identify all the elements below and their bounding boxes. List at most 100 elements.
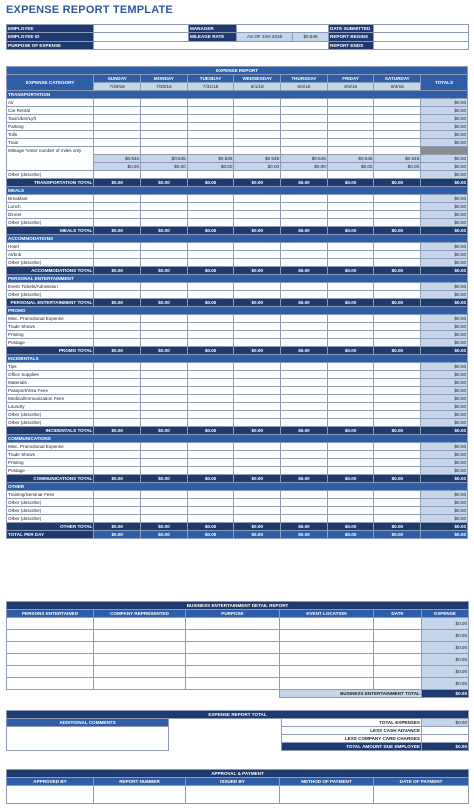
- expense-input-cell[interactable]: [186, 466, 235, 475]
- expense-input-cell[interactable]: [93, 506, 142, 515]
- expense-input-cell[interactable]: [186, 402, 235, 411]
- expense-input-cell[interactable]: [186, 130, 235, 139]
- expense-input-cell[interactable]: [373, 514, 422, 523]
- expense-input-cell[interactable]: [140, 402, 188, 411]
- expense-input-cell[interactable]: [186, 250, 235, 259]
- expense-input-cell[interactable]: [93, 98, 142, 107]
- expense-input-cell[interactable]: [373, 506, 422, 515]
- expense-input-cell[interactable]: [233, 370, 282, 379]
- expense-input-cell[interactable]: [233, 418, 282, 427]
- expense-input-cell[interactable]: [186, 138, 235, 147]
- date-submitted-field[interactable]: [373, 23, 469, 34]
- expense-input-cell[interactable]: [140, 146, 188, 155]
- expense-input-cell[interactable]: [233, 490, 282, 499]
- expense-input-cell[interactable]: [93, 106, 142, 115]
- expense-input-cell[interactable]: [93, 330, 142, 339]
- expense-input-cell[interactable]: [326, 290, 375, 299]
- expense-input-cell[interactable]: [140, 218, 188, 227]
- expense-input-cell[interactable]: [140, 242, 188, 251]
- expense-input-cell[interactable]: [140, 122, 188, 131]
- expense-input-cell[interactable]: [93, 490, 142, 499]
- expense-input-cell[interactable]: [373, 218, 422, 227]
- expense-input-cell[interactable]: [280, 386, 328, 395]
- expense-input-cell[interactable]: [326, 122, 375, 131]
- expense-input-cell[interactable]: [233, 450, 282, 459]
- entertainment-input-cell[interactable]: [185, 653, 280, 666]
- expense-input-cell[interactable]: [93, 258, 142, 267]
- expense-input-cell[interactable]: [326, 138, 375, 147]
- expense-input-cell[interactable]: [140, 338, 188, 347]
- expense-input-cell[interactable]: [140, 210, 188, 219]
- expense-input-cell[interactable]: [186, 114, 235, 123]
- entertainment-input-cell[interactable]: [93, 677, 186, 690]
- expense-input-cell[interactable]: [186, 338, 235, 347]
- expense-input-cell[interactable]: [93, 418, 142, 427]
- expense-input-cell[interactable]: [140, 138, 188, 147]
- expense-input-cell[interactable]: [373, 410, 422, 419]
- expense-input-cell[interactable]: [373, 330, 422, 339]
- date-cell[interactable]: 8/4/18: [373, 82, 422, 91]
- expense-input-cell[interactable]: [140, 458, 188, 467]
- expense-input-cell[interactable]: [373, 314, 422, 323]
- expense-input-cell[interactable]: [93, 514, 142, 523]
- expense-input-cell[interactable]: [186, 442, 235, 451]
- expense-input-cell[interactable]: [233, 322, 282, 331]
- expense-input-cell[interactable]: [373, 450, 422, 459]
- entertainment-input-cell[interactable]: [6, 641, 94, 654]
- expense-input-cell[interactable]: [373, 338, 422, 347]
- expense-input-cell[interactable]: [326, 442, 375, 451]
- expense-input-cell[interactable]: [93, 370, 142, 379]
- date-cell[interactable]: 7/30/18: [140, 82, 188, 91]
- expense-input-cell[interactable]: [140, 362, 188, 371]
- expense-input-cell[interactable]: [326, 146, 375, 155]
- expense-input-cell[interactable]: [373, 202, 422, 211]
- expense-input-cell[interactable]: [140, 506, 188, 515]
- entertainment-input-cell[interactable]: [185, 665, 280, 678]
- entertainment-input-cell[interactable]: [93, 641, 186, 654]
- entertainment-input-cell[interactable]: [373, 665, 422, 678]
- expense-input-cell[interactable]: [186, 490, 235, 499]
- expense-input-cell[interactable]: [326, 330, 375, 339]
- expense-input-cell[interactable]: [233, 170, 282, 179]
- expense-input-cell[interactable]: [186, 170, 235, 179]
- expense-input-cell[interactable]: [280, 362, 328, 371]
- expense-input-cell[interactable]: [280, 242, 328, 251]
- expense-input-cell[interactable]: [326, 450, 375, 459]
- expense-input-cell[interactable]: [93, 114, 142, 123]
- expense-input-cell[interactable]: [280, 114, 328, 123]
- expense-input-cell[interactable]: [93, 378, 142, 387]
- expense-input-cell[interactable]: [140, 98, 188, 107]
- entertainment-input-cell[interactable]: [279, 653, 374, 666]
- expense-input-cell[interactable]: [373, 442, 422, 451]
- expense-input-cell[interactable]: [373, 98, 422, 107]
- expense-input-cell[interactable]: [326, 514, 375, 523]
- expense-input-cell[interactable]: [93, 194, 142, 203]
- expense-input-cell[interactable]: [93, 122, 142, 131]
- expense-input-cell[interactable]: [186, 210, 235, 219]
- expense-input-cell[interactable]: [93, 242, 142, 251]
- expense-input-cell[interactable]: [233, 394, 282, 403]
- report-begins-field[interactable]: [373, 32, 469, 42]
- approval-input-cell[interactable]: [6, 785, 94, 804]
- expense-input-cell[interactable]: [280, 138, 328, 147]
- entertainment-input-cell[interactable]: [185, 677, 280, 690]
- expense-input-cell[interactable]: [373, 138, 422, 147]
- expense-input-cell[interactable]: [233, 506, 282, 515]
- expense-input-cell[interactable]: [93, 394, 142, 403]
- approval-input-cell[interactable]: [372, 785, 470, 804]
- date-cell[interactable]: 7/31/18: [186, 82, 235, 91]
- expense-input-cell[interactable]: [326, 282, 375, 291]
- expense-input-cell[interactable]: [93, 282, 142, 291]
- expense-input-cell[interactable]: [233, 114, 282, 123]
- entertainment-input-cell[interactable]: [279, 641, 374, 654]
- expense-input-cell[interactable]: [280, 194, 328, 203]
- expense-input-cell[interactable]: [93, 146, 142, 155]
- expense-input-cell[interactable]: [373, 370, 422, 379]
- expense-input-cell[interactable]: [280, 442, 328, 451]
- expense-input-cell[interactable]: [280, 514, 328, 523]
- expense-input-cell[interactable]: [233, 122, 282, 131]
- expense-input-cell[interactable]: [186, 378, 235, 387]
- expense-input-cell[interactable]: [280, 210, 328, 219]
- expense-input-cell[interactable]: [326, 466, 375, 475]
- expense-input-cell[interactable]: [140, 250, 188, 259]
